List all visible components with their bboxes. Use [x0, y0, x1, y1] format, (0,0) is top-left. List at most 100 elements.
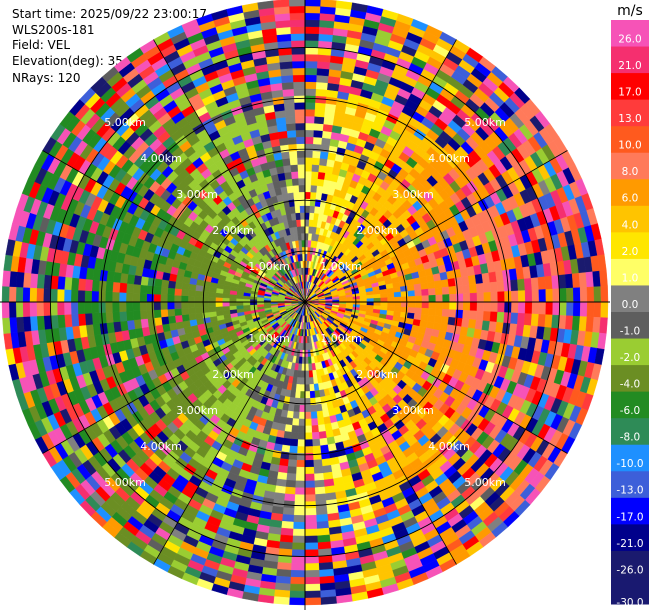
velocity-bin: [310, 191, 317, 200]
velocity-bin: [242, 301, 251, 306]
velocity-bin: [133, 274, 142, 285]
velocity-bin: [299, 191, 306, 200]
velocity-bin: [304, 108, 316, 117]
velocity-bin: [316, 74, 329, 84]
velocity-bin: [579, 301, 588, 317]
velocity-bin: [304, 459, 314, 468]
velocity-bin: [292, 411, 300, 420]
velocity-bin: [289, 583, 306, 592]
velocity-bin: [311, 431, 320, 440]
velocity-bin: [599, 317, 608, 334]
velocity-bin: [140, 275, 149, 286]
velocity-bin: [428, 301, 437, 310]
velocity-bin: [15, 301, 24, 318]
velocity-bin: [29, 287, 38, 303]
velocity-bin: [294, 487, 306, 496]
velocity-bin: [173, 301, 182, 310]
velocity-bin: [275, 19, 291, 29]
velocity-bin: [290, 569, 306, 578]
velocity-bin: [291, 418, 300, 426]
velocity-bin: [111, 291, 120, 303]
velocity-bin: [304, 26, 320, 35]
velocity-bin: [288, 597, 306, 606]
velocity-bin: [440, 316, 450, 325]
velocity-bin: [304, 576, 320, 585]
velocity-bin: [293, 514, 306, 523]
velocity-bin: [298, 177, 306, 186]
velocity-bin: [215, 301, 223, 307]
velocity-bin: [313, 473, 324, 482]
velocity-bin: [300, 384, 306, 392]
velocity-bin: [208, 291, 217, 298]
velocity-bin: [304, 157, 313, 165]
velocity-bin: [77, 289, 86, 303]
velocity-bin: [295, 473, 306, 482]
velocity-bin: [304, 590, 321, 599]
velocity-bin: [289, 5, 306, 14]
velocity-bin: [304, 494, 316, 502]
velocity-bin: [194, 307, 203, 314]
velocity-bin: [125, 310, 134, 321]
velocity-bin: [304, 212, 310, 220]
velocity-bin: [290, 431, 299, 440]
velocity-bin: [289, 205, 296, 214]
velocity-bin: [293, 81, 306, 90]
velocity-bin: [319, 437, 328, 447]
velocity-bin: [297, 170, 306, 179]
velocity-bin: [91, 312, 100, 325]
velocity-bin: [304, 60, 318, 69]
velocity-bin: [278, 179, 287, 188]
velocity-bin: [187, 301, 196, 309]
velocity-bin: [273, 596, 290, 605]
velocity-bins: [1, 0, 609, 606]
velocity-bin: [182, 320, 191, 329]
velocity-bin: [118, 292, 127, 303]
instrument-text: WLS200s-181: [12, 23, 95, 37]
velocity-bin: [299, 404, 306, 413]
velocity-bin: [304, 356, 309, 365]
velocity-bin: [167, 287, 176, 296]
velocity-bin: [291, 556, 306, 564]
velocity-bin: [291, 425, 299, 433]
velocity-bin: [304, 370, 310, 378]
velocity-bin: [304, 466, 315, 475]
velocity-bin: [461, 318, 470, 329]
velocity-bin: [308, 377, 314, 385]
velocity-bin: [283, 431, 292, 440]
velocity-bin: [319, 157, 328, 167]
velocity-bin: [304, 563, 320, 571]
velocity-bin: [517, 301, 526, 314]
velocity-bin: [294, 102, 306, 110]
velocity-bin: [91, 290, 99, 303]
velocity-bin: [290, 19, 306, 28]
velocity-bin: [285, 479, 296, 488]
velocity-bin: [84, 278, 93, 292]
velocity-bin: [304, 425, 313, 434]
velocity-bin: [323, 416, 332, 425]
velocity-bin: [280, 67, 294, 77]
velocity-bin: [275, 568, 292, 578]
velocity-bin: [291, 178, 300, 186]
velocity-bin: [414, 307, 423, 315]
velocity-bin: [160, 309, 169, 318]
velocity-bin: [173, 294, 182, 303]
velocity-bin: [288, 445, 298, 454]
velocity-bin: [153, 309, 162, 319]
velocity-bin: [84, 301, 93, 314]
velocity-bin: [295, 212, 301, 221]
velocity-bin: [132, 301, 141, 312]
velocity-bin: [538, 301, 547, 315]
velocity-bin: [469, 310, 478, 321]
velocity-bin: [297, 233, 302, 241]
velocity-bin: [285, 116, 296, 125]
velocity-bin: [318, 26, 335, 36]
velocity-bin: [387, 301, 395, 307]
velocity-bin: [277, 555, 292, 564]
velocity-bin: [312, 150, 322, 159]
velocity-bin: [304, 597, 322, 606]
velocity-bin: [545, 301, 554, 316]
velocity-bin: [284, 171, 293, 180]
start-time-text: Start time: 2025/09/22 23:00:17: [12, 7, 207, 21]
velocity-bin: [91, 279, 100, 292]
